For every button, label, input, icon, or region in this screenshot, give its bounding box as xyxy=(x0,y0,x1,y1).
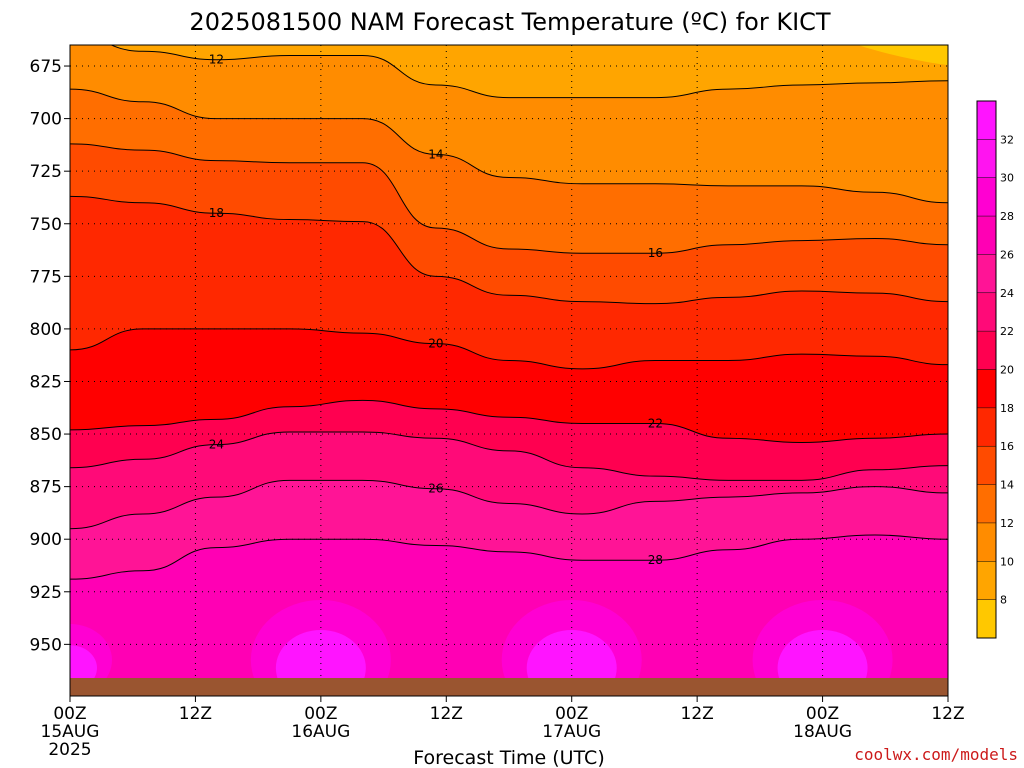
x-tick-date: 17AUG xyxy=(542,722,601,742)
y-tick-label: 725 xyxy=(30,162,62,182)
y-tick-label: 875 xyxy=(30,478,62,498)
contour-label-14: 14 xyxy=(428,147,443,161)
colorbar-label: 18 xyxy=(1000,402,1014,415)
contour-20 xyxy=(70,328,948,370)
y-axis: 675 700 725 750 775 800 825 850 875 900 925 950 xyxy=(30,57,70,655)
contour-28 xyxy=(70,534,948,580)
y-tick-label: 675 xyxy=(30,57,62,77)
ground-strip xyxy=(70,678,948,696)
contour-24 xyxy=(70,431,948,481)
colorbar-label: 8 xyxy=(1000,594,1007,607)
contour-label-12: 12 xyxy=(209,53,224,67)
x-tick-time: 12Z xyxy=(179,704,212,724)
colorbar-segment xyxy=(977,561,996,600)
contour-label-26: 26 xyxy=(428,482,443,496)
y-tick-label: 700 xyxy=(30,110,62,130)
colorbar-label: 22 xyxy=(1000,325,1014,338)
colorbar-label: 16 xyxy=(1000,440,1014,453)
colorbar-segment xyxy=(977,139,996,178)
colorbar-label: 10 xyxy=(1000,555,1014,568)
colorbar-segment xyxy=(977,446,996,485)
contour-label-28: 28 xyxy=(648,553,663,567)
y-tick-label: 750 xyxy=(30,215,62,235)
warm-core-inner-1 xyxy=(275,630,366,678)
colorbar-segment xyxy=(977,216,996,255)
colorbar-segment xyxy=(977,484,996,523)
contour-label-22: 22 xyxy=(648,417,663,431)
y-tick-label: 800 xyxy=(30,320,62,340)
contour-label-20: 20 xyxy=(428,337,443,351)
y-tick-label: 950 xyxy=(30,635,62,655)
colorbar-segment xyxy=(977,292,996,332)
x-tick-time: 12Z xyxy=(931,704,964,724)
x-tick-date: 16AUG xyxy=(291,722,350,742)
y-tick-label: 775 xyxy=(30,267,62,287)
temperature-bands xyxy=(70,45,948,678)
colorbar-label: 30 xyxy=(1000,172,1014,185)
colorbar-label: 24 xyxy=(1000,287,1014,300)
band-8 xyxy=(858,45,948,65)
x-tick-date: 15AUG xyxy=(41,722,100,742)
contour-26 xyxy=(70,479,948,530)
contour-lines: 12 14 16 18 20 22 24 26 28 xyxy=(70,45,948,580)
x-tick-time: 00Z xyxy=(806,704,839,724)
x-tick-time: 00Z xyxy=(53,704,86,724)
colorbar: 8 10 12 14 16 18 20 22 24 26 28 30 32 xyxy=(976,100,1014,639)
y-tick-label: 900 xyxy=(30,530,62,550)
contour-12 xyxy=(110,45,948,99)
contour-14 xyxy=(70,88,948,204)
y-tick-label: 850 xyxy=(30,425,62,445)
colorbar-label: 32 xyxy=(1000,133,1014,146)
colorbar-label: 20 xyxy=(1000,364,1014,377)
colorbar-segment xyxy=(977,522,996,562)
chart-title: 2025081500 NAM Forecast Temperature (ºC)… xyxy=(189,8,830,36)
warm-core-inner-0 xyxy=(70,645,97,678)
warm-core-inner-2 xyxy=(526,630,617,678)
colorbar-label: 12 xyxy=(1000,517,1014,530)
colorbar-label: 14 xyxy=(1000,479,1014,492)
colorbar-segment xyxy=(977,177,996,217)
x-tick-time: 12Z xyxy=(681,704,714,724)
x-tick-year: 2025 xyxy=(48,740,91,760)
colorbar-segment xyxy=(977,599,996,638)
credit-text: coolwx.com/models xyxy=(854,745,1018,764)
colorbar-label: 26 xyxy=(1000,248,1014,261)
contour-18 xyxy=(70,195,948,305)
colorbar-segment xyxy=(977,331,996,370)
y-tick-label: 825 xyxy=(30,372,62,392)
x-tick-time: 00Z xyxy=(555,704,588,724)
colorbar-segment xyxy=(977,369,996,408)
plot-border xyxy=(69,44,949,697)
contour-16 xyxy=(70,143,948,254)
x-axis-label: Forecast Time (UTC) xyxy=(413,747,604,768)
colorbar-label: 28 xyxy=(1000,210,1014,223)
x-tick-time: 12Z xyxy=(430,704,463,724)
contour-label-24: 24 xyxy=(209,438,224,452)
y-tick-label: 925 xyxy=(30,583,62,603)
colorbar-segment xyxy=(977,407,996,447)
contour-label-18: 18 xyxy=(209,206,224,220)
x-tick-time: 00Z xyxy=(304,704,337,724)
grid-lines xyxy=(70,45,948,678)
warm-core-inner-3 xyxy=(777,630,868,678)
colorbar-segment xyxy=(977,254,996,293)
colorbar-segment xyxy=(977,101,996,140)
contour-label-16: 16 xyxy=(648,246,663,260)
x-tick-date: 18AUG xyxy=(793,722,852,742)
contour-22 xyxy=(70,399,948,443)
band-12 xyxy=(70,45,948,98)
